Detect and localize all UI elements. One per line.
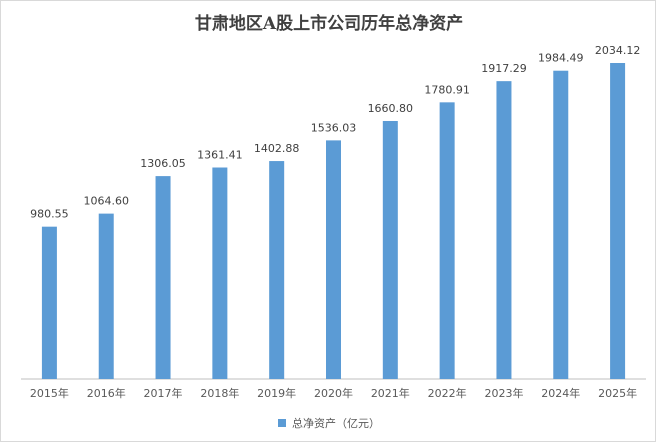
bar bbox=[496, 81, 512, 379]
data-label: 980.55 bbox=[30, 208, 69, 221]
data-label: 1984.49 bbox=[538, 52, 584, 65]
x-tick-label: 2021年 bbox=[371, 386, 410, 400]
x-tick-label: 2018年 bbox=[200, 386, 239, 400]
bar bbox=[98, 213, 114, 379]
bar bbox=[41, 226, 57, 379]
bar bbox=[610, 63, 626, 379]
legend-label: 总净资产（亿元） bbox=[292, 417, 380, 430]
chart-title: 甘肃地区A股上市公司历年总净资产 bbox=[194, 14, 464, 34]
bar bbox=[155, 176, 171, 379]
data-label: 1064.60 bbox=[83, 195, 129, 208]
data-label: 1536.03 bbox=[311, 121, 357, 134]
data-label: 2034.12 bbox=[595, 44, 641, 57]
x-tick-label: 2016年 bbox=[87, 386, 126, 400]
data-label: 1917.29 bbox=[481, 62, 527, 75]
x-tick-label: 2019年 bbox=[257, 386, 296, 400]
x-tick-label: 2023年 bbox=[484, 386, 523, 400]
x-tick-label: 2025年 bbox=[598, 386, 637, 400]
x-tick-label: 2017年 bbox=[144, 386, 183, 400]
data-label: 1660.80 bbox=[368, 102, 414, 115]
x-tick-label: 2024年 bbox=[541, 386, 580, 400]
bar bbox=[382, 120, 398, 379]
legend: 总净资产（亿元） bbox=[1, 415, 656, 431]
x-tick-label: 2015年 bbox=[30, 386, 69, 400]
data-label: 1780.91 bbox=[424, 83, 470, 96]
bar bbox=[439, 102, 455, 379]
bar bbox=[212, 167, 228, 379]
legend-swatch bbox=[278, 419, 286, 427]
data-label: 1361.41 bbox=[197, 149, 243, 162]
bar bbox=[269, 161, 285, 379]
bar bbox=[553, 70, 569, 379]
bar bbox=[326, 140, 341, 379]
x-tick-label: 2020年 bbox=[314, 386, 353, 400]
data-label: 1402.88 bbox=[254, 142, 300, 155]
x-tick-label: 2022年 bbox=[428, 386, 467, 400]
data-label: 1306.05 bbox=[140, 157, 186, 170]
